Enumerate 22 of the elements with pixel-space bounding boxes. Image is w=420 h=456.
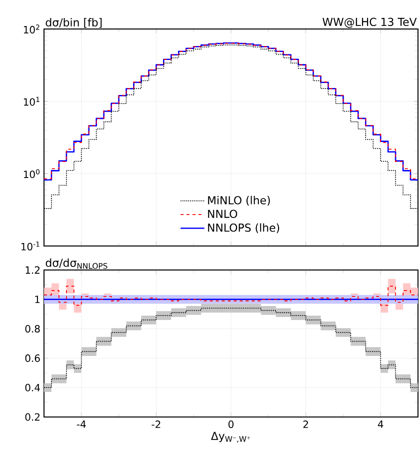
y-tick-label: 0.2 bbox=[25, 413, 40, 421]
y-tick-label: 10$^{0}$ bbox=[24, 169, 40, 178]
y-tick-label: 0.6 bbox=[25, 354, 40, 362]
x-tick-label: -4 bbox=[76, 420, 86, 428]
legend-label: NNLO bbox=[208, 210, 238, 218]
y-tick-label: 10$^{-1}$ bbox=[21, 242, 40, 250]
y-tick-label: 0.4 bbox=[25, 384, 40, 392]
x-tick-label: -2 bbox=[152, 420, 160, 428]
legend-label: NNLOPS (lhe) bbox=[208, 223, 280, 234]
y-axis-title: dσ/dσ$_{NNLOPS}$ bbox=[46, 258, 108, 269]
chart-title: WW@LHC 13 TeV bbox=[322, 18, 417, 28]
x-axis-title: Δy$_{W⁻,W⁺}$ bbox=[210, 432, 250, 443]
y-tick-label: 1 bbox=[35, 296, 40, 304]
y-tick-label: 10$^{1}$ bbox=[24, 96, 40, 106]
x-tick-label: 0 bbox=[228, 420, 234, 428]
y-tick-label: 10$^{2}$ bbox=[24, 24, 40, 34]
y-tick-label: 0.8 bbox=[25, 325, 40, 333]
y-tick-label: 1.2 bbox=[26, 266, 40, 274]
y-axis-title: dσ/bin [fb] bbox=[46, 18, 102, 28]
x-tick-label: 2 bbox=[303, 420, 308, 428]
x-tick-label: 4 bbox=[378, 420, 384, 428]
legend-label: MiNLO (lhe) bbox=[208, 196, 270, 206]
